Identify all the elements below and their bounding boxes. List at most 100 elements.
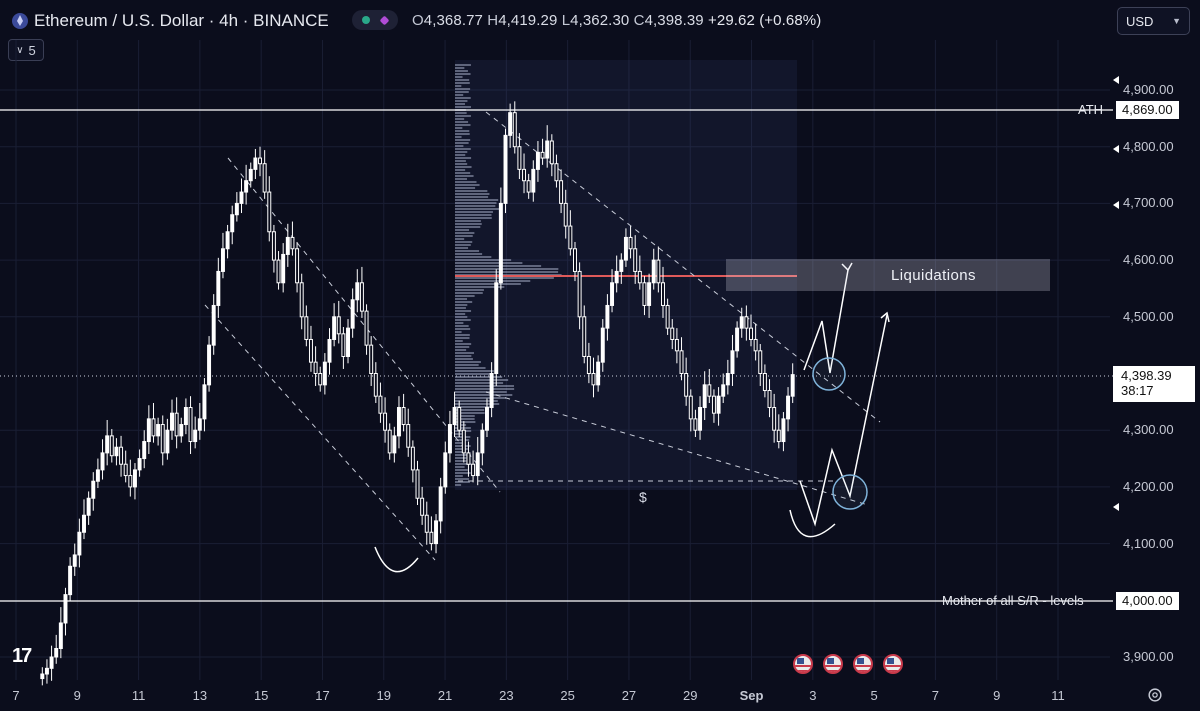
- volume-profile-bar: [455, 265, 542, 267]
- volume-profile-bar: [455, 394, 513, 396]
- volume-profile-bar: [455, 256, 492, 258]
- candle-body: [679, 350, 684, 375]
- volume-profile-bar: [455, 202, 497, 204]
- us-flag-event-icon[interactable]: [853, 654, 873, 674]
- market-status-badge[interactable]: [352, 10, 398, 30]
- volume-profile-bar: [455, 247, 469, 249]
- us-flag-event-icon[interactable]: [883, 654, 903, 674]
- candle: [776, 414, 781, 449]
- candle: [605, 294, 610, 341]
- candle-body: [202, 384, 207, 420]
- candle-body: [156, 424, 161, 437]
- candle-body: [563, 202, 568, 227]
- time-tick-label: 9: [73, 688, 81, 703]
- candle: [503, 128, 508, 214]
- candle-body: [452, 407, 457, 426]
- candle: [267, 176, 272, 242]
- candle: [610, 269, 615, 313]
- candle-body: [623, 236, 628, 261]
- candle-body: [54, 647, 59, 658]
- candle-body: [271, 231, 276, 261]
- candle-body: [605, 304, 610, 329]
- candle-body: [350, 299, 355, 329]
- candle-body: [410, 446, 415, 471]
- volume-profile-bar: [455, 277, 554, 279]
- candle: [72, 543, 77, 576]
- symbol-title[interactable]: Ethereum / U.S. Dollar · 4h · BINANCE: [12, 11, 329, 31]
- candle-body: [522, 168, 527, 182]
- us-flag-event-icon[interactable]: [793, 654, 813, 674]
- indicators-toggle[interactable]: ∨ 5: [8, 39, 44, 61]
- candle-body: [512, 112, 517, 148]
- currency-select[interactable]: USD ▼: [1117, 7, 1190, 35]
- volume-profile-bar: [455, 406, 490, 408]
- projection-path-up-2: [799, 314, 888, 527]
- candle-body: [549, 140, 554, 165]
- volume-profile-bar: [455, 418, 475, 420]
- candle-body: [503, 134, 508, 204]
- candle-body: [762, 373, 767, 392]
- settings-gear-icon[interactable]: [1146, 686, 1164, 704]
- candle: [119, 435, 124, 477]
- volume-profile-bar: [455, 220, 481, 222]
- candle-body: [429, 531, 434, 545]
- candle: [665, 298, 670, 335]
- candle-body: [554, 163, 559, 182]
- candle: [535, 141, 540, 182]
- candle-body: [758, 350, 763, 375]
- candle: [721, 373, 726, 403]
- candle: [230, 205, 235, 245]
- volume-profile-bar: [455, 454, 471, 456]
- candle-body: [248, 168, 253, 182]
- candle: [512, 101, 517, 154]
- candle: [327, 328, 332, 375]
- candle-body: [281, 253, 286, 284]
- candle: [86, 491, 91, 525]
- volume-profile-bar: [455, 259, 512, 261]
- volume-profile-bar: [455, 67, 465, 69]
- us-flag-event-icon[interactable]: [823, 654, 843, 674]
- volume-profile-bar: [455, 400, 498, 402]
- volume-profile-bar: [455, 127, 463, 129]
- candle-body: [114, 446, 119, 457]
- candle: [165, 418, 170, 460]
- candle-body: [105, 435, 110, 454]
- candle: [49, 645, 54, 681]
- volume-profile-bar: [455, 427, 471, 429]
- candle: [531, 160, 536, 202]
- candle: [225, 224, 230, 259]
- candle: [420, 486, 425, 525]
- candle: [438, 477, 443, 534]
- candle: [211, 294, 216, 355]
- candle: [336, 300, 341, 344]
- low-value: 4,362.30: [570, 12, 630, 29]
- candle-body: [656, 259, 661, 284]
- candle-body: [786, 395, 791, 420]
- volume-profile-bar: [455, 217, 492, 219]
- volume-profile-bar: [455, 181, 477, 183]
- candle-body: [415, 469, 420, 499]
- volume-profile-bar: [455, 187, 476, 189]
- volume-profile-bar: [455, 145, 464, 147]
- sr-price-tag: 4,000.00: [1116, 592, 1179, 610]
- volume-profile-bar: [455, 379, 509, 381]
- candle-body: [498, 202, 503, 284]
- candle-body: [674, 338, 679, 352]
- candle-body: [258, 157, 262, 165]
- candle-body: [471, 463, 476, 477]
- candle-body: [457, 407, 462, 431]
- candle-body: [790, 374, 795, 397]
- candle-body: [100, 452, 105, 471]
- volume-profile-bar: [455, 370, 494, 372]
- candle: [234, 192, 239, 222]
- candle: [313, 346, 318, 386]
- time-tick-label: 13: [192, 688, 208, 703]
- candle-body: [443, 452, 448, 488]
- candle: [591, 357, 596, 398]
- candle-body: [424, 514, 429, 533]
- candle: [661, 266, 665, 318]
- candle: [688, 389, 693, 432]
- candle-body: [535, 151, 540, 170]
- volume-profile-bar: [455, 235, 473, 237]
